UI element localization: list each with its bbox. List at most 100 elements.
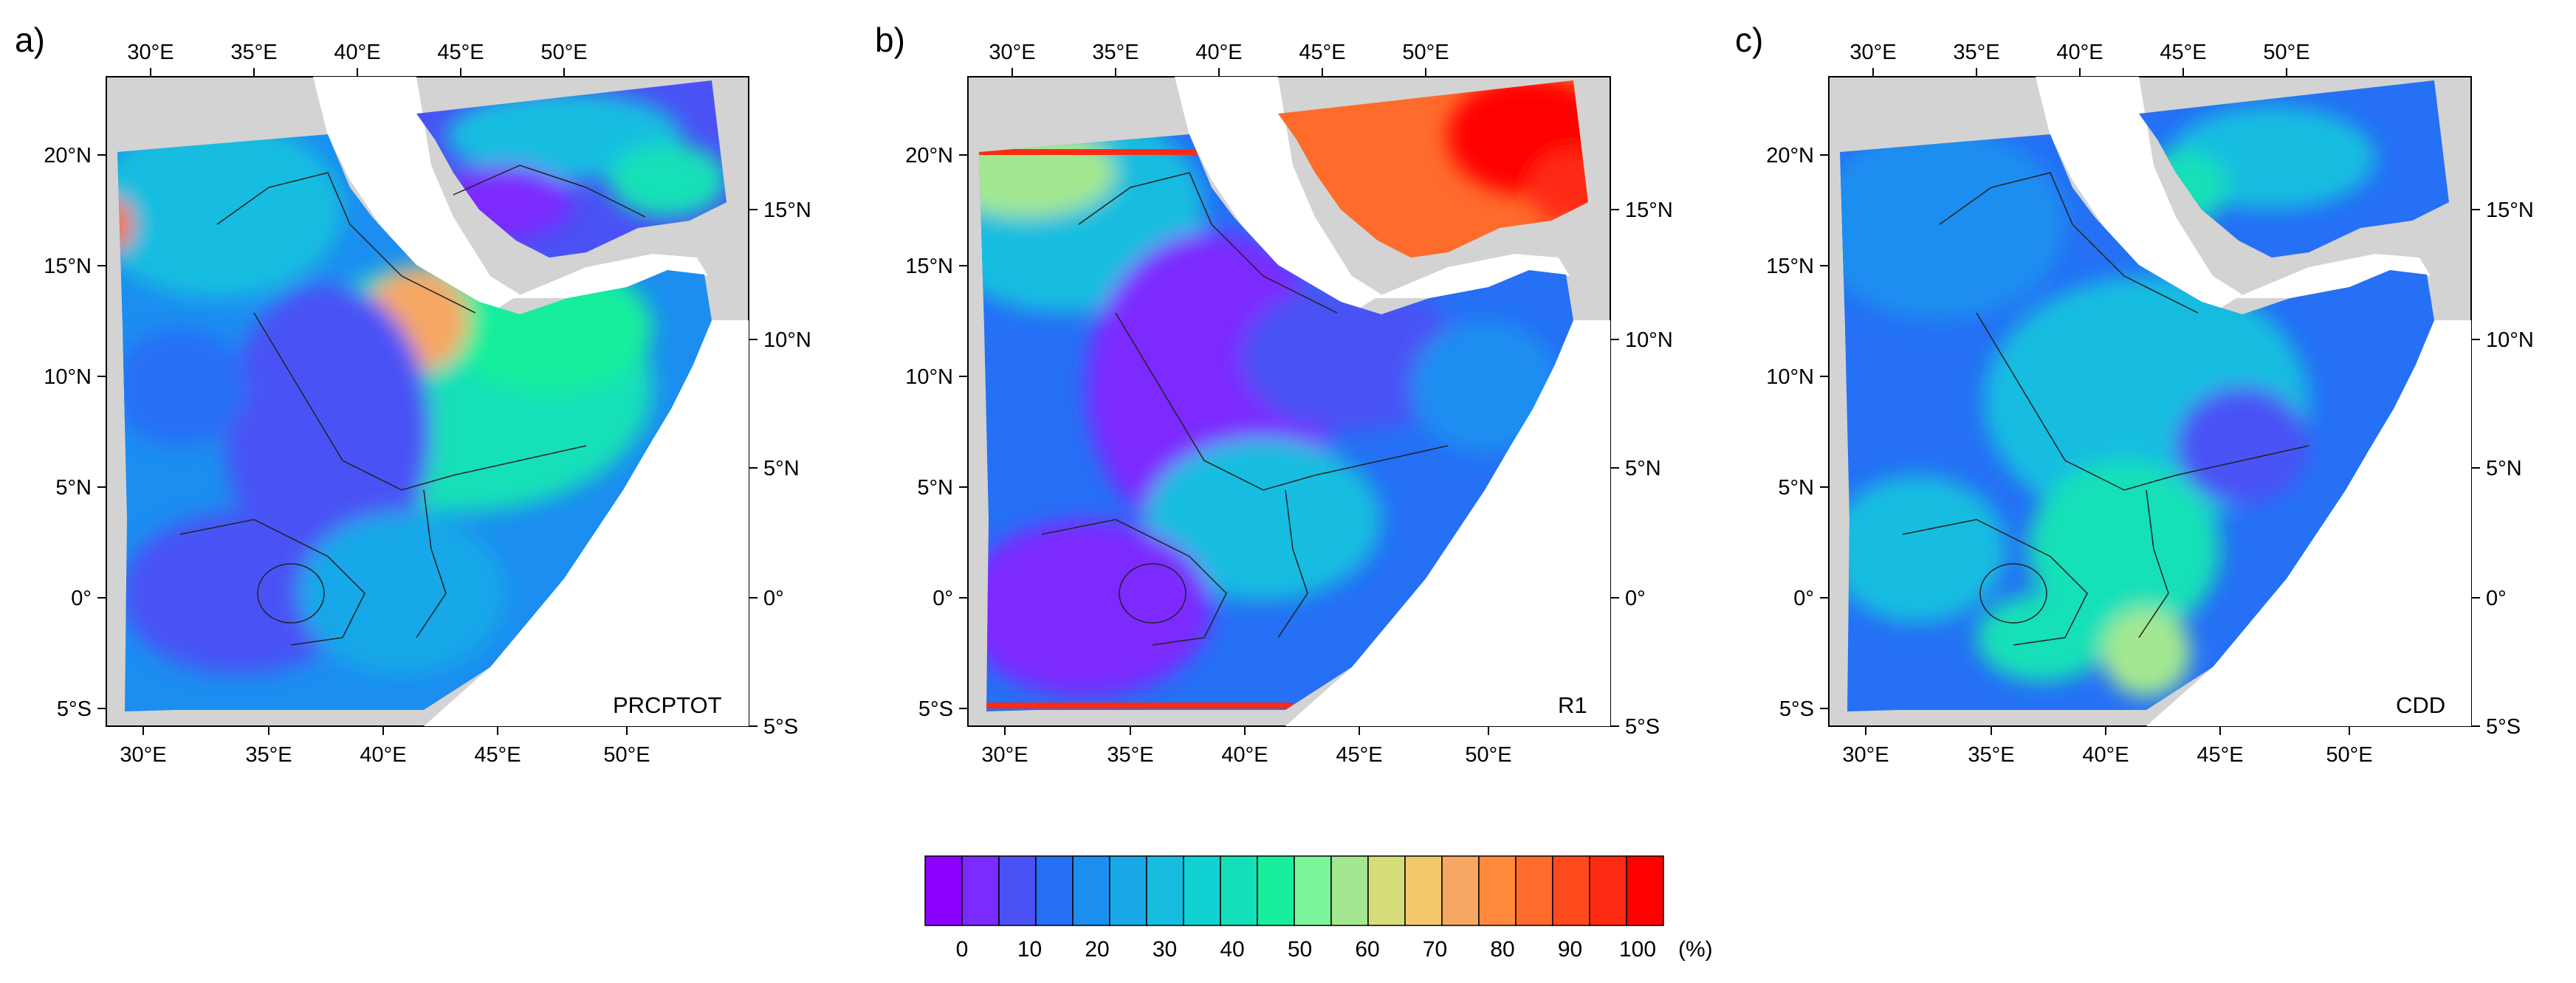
bottom-lon-label: 30°E xyxy=(120,743,166,767)
colorbar-tick-label: 70 xyxy=(1423,937,1447,962)
panel-b xyxy=(967,76,1611,727)
colorbar-swatch xyxy=(1257,855,1295,926)
colorbar-swatch xyxy=(1220,855,1258,926)
top-lon-label: 40°E xyxy=(2056,41,2103,64)
colorbar-tick-label: 100 xyxy=(1619,937,1656,962)
colorbar-tick-label: 50 xyxy=(1288,937,1312,962)
country-borders xyxy=(1902,172,2309,646)
right-lat-label: 0° xyxy=(763,587,784,610)
panel-a xyxy=(106,76,749,727)
bottom-lon-label: 50°E xyxy=(1465,743,1511,767)
left-lat-label: 5°N xyxy=(917,476,953,500)
colorbar-tick-label: 10 xyxy=(1017,937,1042,962)
left-lat-label: 5°N xyxy=(1778,476,1814,500)
colorbar-swatch xyxy=(1035,855,1074,926)
country-borders xyxy=(1041,172,1449,646)
colorbar-swatch xyxy=(998,855,1037,926)
left-lat-label: 15°N xyxy=(44,255,92,278)
colorbar-tick-label: 60 xyxy=(1355,937,1379,962)
left-lat-label: 20°N xyxy=(1766,144,1814,168)
bottom-lon-label: 30°E xyxy=(981,743,1028,767)
top-lon-label: 45°E xyxy=(2160,41,2206,64)
left-lat-label: 5°N xyxy=(55,476,92,500)
panel-index-label-c: CDD xyxy=(2396,692,2445,718)
panel-letter-c: c) xyxy=(1735,21,1763,59)
right-lat-label: 5°N xyxy=(2486,457,2522,480)
top-lon-label: 35°E xyxy=(1953,41,1999,64)
colorbar-tick-label: 20 xyxy=(1085,937,1109,962)
colorbar-swatch xyxy=(1404,855,1443,926)
left-lat-label: 10°N xyxy=(905,365,953,389)
colorbar-swatch xyxy=(1183,855,1221,926)
colorbar-swatch xyxy=(1515,855,1553,926)
panel-c xyxy=(1828,76,2472,727)
colorbar-swatch xyxy=(1367,855,1406,926)
country-borders xyxy=(179,165,646,646)
left-lat-label: 20°N xyxy=(905,144,953,168)
colorbar-swatch xyxy=(1294,855,1332,926)
colorbar-swatch xyxy=(1109,855,1147,926)
colorbar-swatch xyxy=(1589,855,1627,926)
left-lat-label: 20°N xyxy=(44,144,92,168)
left-lat-label: 5°S xyxy=(1779,697,1814,721)
top-lon-label: 35°E xyxy=(1092,41,1138,64)
colorbar-swatch xyxy=(924,855,963,926)
axis-labels: 30°E 35°E 40°E 45°E 50°E 30°E 35°E 40°E 45°E 50°E… xyxy=(44,41,2534,767)
colorbar-swatch xyxy=(1330,855,1369,926)
right-lat-label: 10°N xyxy=(763,328,811,352)
top-lon-label: 50°E xyxy=(1402,41,1449,64)
colorbar-swatch xyxy=(1146,855,1184,926)
panel-index-label-a: PRCPTOT xyxy=(613,692,722,718)
bottom-lon-label: 45°E xyxy=(2197,743,2243,767)
bottom-lon-label: 50°E xyxy=(603,743,650,767)
top-lon-label: 40°E xyxy=(334,41,380,64)
colorbar-swatch xyxy=(1552,855,1590,926)
left-lat-label: 5°S xyxy=(57,697,92,721)
right-lat-label: 5°S xyxy=(1625,715,1660,739)
right-lat-label: 0° xyxy=(1625,587,1646,610)
colorbar-tick-label: 40 xyxy=(1220,937,1244,962)
bottom-lon-label: 45°E xyxy=(1336,743,1382,767)
bottom-lon-label: 50°E xyxy=(2326,743,2372,767)
colorbar-tick-label: 0 xyxy=(956,937,969,962)
top-lon-label: 50°E xyxy=(2263,41,2309,64)
right-lat-label: 5°S xyxy=(2486,715,2521,739)
left-lat-label: 15°N xyxy=(905,255,953,278)
right-lat-label: 15°N xyxy=(2486,199,2534,222)
top-lon-label: 45°E xyxy=(437,41,484,64)
panel-index-label-b: R1 xyxy=(1558,692,1587,718)
right-lat-label: 10°N xyxy=(1625,328,1673,352)
panel-letter-b: b) xyxy=(875,21,905,59)
colorbar-unit: (%) xyxy=(1678,937,1713,962)
right-lat-label: 5°S xyxy=(763,715,798,739)
colorbar-swatch xyxy=(1626,855,1664,926)
left-lat-label: 0° xyxy=(71,587,92,610)
top-lon-label: 50°E xyxy=(540,41,587,64)
colorbar-swatch xyxy=(1478,855,1517,926)
right-lat-label: 5°N xyxy=(763,457,800,480)
top-lon-label: 30°E xyxy=(127,41,174,64)
bottom-lon-label: 40°E xyxy=(360,743,406,767)
bottom-lon-label: 40°E xyxy=(2082,743,2129,767)
left-lat-label: 5°S xyxy=(918,697,953,721)
right-lat-label: 15°N xyxy=(1625,199,1673,222)
colorbar-swatch xyxy=(961,855,1000,926)
colorbar: 0 10 20 30 40 50 60 70 80 90 100 (%) xyxy=(924,855,1713,962)
sea-indian-ocean xyxy=(2146,320,2471,726)
left-lat-label: 15°N xyxy=(1766,255,1814,278)
bottom-lon-label: 45°E xyxy=(474,743,521,767)
colorbar-tick-label: 90 xyxy=(1558,937,1582,962)
top-lon-label: 30°E xyxy=(1849,41,1896,64)
right-lat-label: 10°N xyxy=(2486,328,2534,352)
right-lat-label: 5°N xyxy=(1625,457,1661,480)
right-lat-label: 15°N xyxy=(763,199,811,222)
top-lon-label: 30°E xyxy=(989,41,1035,64)
right-lat-label: 0° xyxy=(2486,587,2507,610)
left-lat-label: 10°N xyxy=(44,365,92,389)
sea-indian-ocean xyxy=(1285,320,1610,726)
sea-indian-ocean xyxy=(424,320,749,726)
top-lon-label: 35°E xyxy=(230,41,277,64)
left-lat-label: 0° xyxy=(1793,587,1814,610)
bottom-lon-label: 40°E xyxy=(1221,743,1268,767)
